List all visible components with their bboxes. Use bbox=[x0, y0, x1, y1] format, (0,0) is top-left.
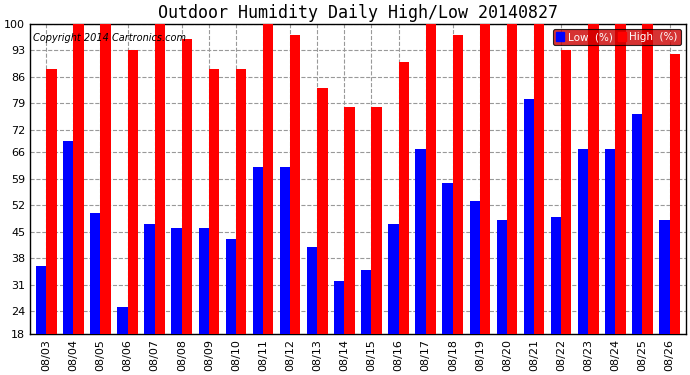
Bar bbox=[90, 213, 101, 334]
Bar bbox=[128, 50, 138, 334]
Bar bbox=[578, 148, 589, 334]
Bar bbox=[470, 201, 480, 334]
Bar bbox=[426, 24, 436, 334]
Legend: Low  (%), High  (%): Low (%), High (%) bbox=[553, 29, 680, 45]
Bar bbox=[73, 24, 83, 334]
Bar bbox=[63, 141, 73, 334]
Bar bbox=[263, 24, 273, 334]
Bar bbox=[199, 228, 209, 334]
Bar bbox=[480, 24, 490, 334]
Bar bbox=[524, 99, 534, 334]
Bar bbox=[534, 24, 544, 334]
Bar bbox=[307, 247, 317, 334]
Bar bbox=[144, 224, 155, 334]
Bar bbox=[334, 281, 344, 334]
Bar bbox=[101, 24, 111, 334]
Bar bbox=[226, 239, 236, 334]
Bar bbox=[589, 24, 598, 334]
Bar bbox=[453, 35, 463, 334]
Bar bbox=[280, 168, 290, 334]
Bar bbox=[615, 24, 626, 334]
Bar bbox=[659, 220, 669, 334]
Bar bbox=[317, 88, 328, 334]
Bar bbox=[507, 24, 518, 334]
Bar bbox=[36, 266, 46, 334]
Bar bbox=[181, 39, 192, 334]
Bar bbox=[344, 107, 355, 334]
Bar bbox=[46, 69, 57, 334]
Bar bbox=[497, 220, 507, 334]
Bar bbox=[632, 114, 642, 334]
Bar bbox=[361, 270, 371, 334]
Bar bbox=[371, 107, 382, 334]
Bar bbox=[253, 168, 263, 334]
Title: Outdoor Humidity Daily High/Low 20140827: Outdoor Humidity Daily High/Low 20140827 bbox=[158, 4, 558, 22]
Bar bbox=[388, 224, 399, 334]
Bar bbox=[290, 35, 300, 334]
Bar bbox=[415, 148, 426, 334]
Bar bbox=[669, 54, 680, 334]
Bar bbox=[117, 308, 128, 334]
Bar bbox=[172, 228, 181, 334]
Bar bbox=[155, 24, 165, 334]
Bar bbox=[442, 183, 453, 334]
Bar bbox=[561, 50, 571, 334]
Bar bbox=[551, 217, 561, 334]
Bar bbox=[399, 62, 409, 334]
Bar bbox=[236, 69, 246, 334]
Bar bbox=[642, 24, 653, 334]
Text: Copyright 2014 Cartronics.com: Copyright 2014 Cartronics.com bbox=[33, 33, 186, 43]
Bar bbox=[209, 69, 219, 334]
Bar bbox=[605, 148, 615, 334]
